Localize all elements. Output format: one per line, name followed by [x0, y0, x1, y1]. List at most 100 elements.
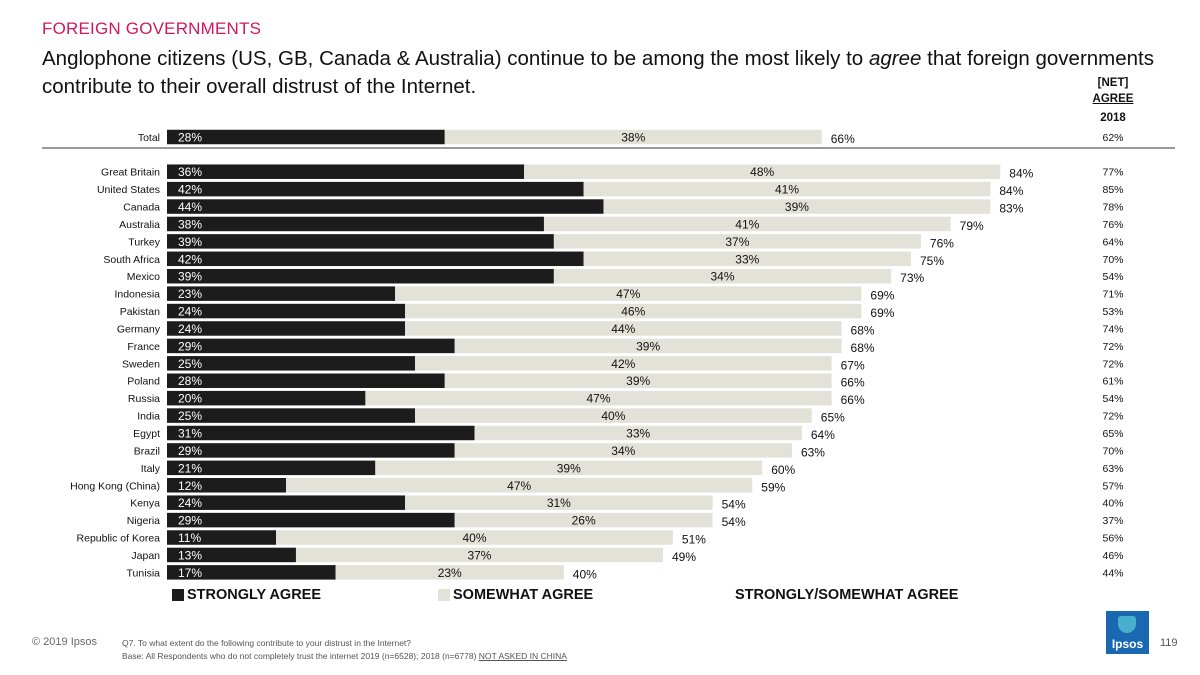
- bar-strongly-united-states: [167, 181, 584, 197]
- bar-somewhat-france: [454, 338, 842, 354]
- value-label-net-canada: 83%: [999, 202, 1023, 216]
- value-label-net-indonesia: 69%: [870, 289, 894, 303]
- net-2018-value-india: 72%: [1102, 411, 1123, 423]
- value-label-somewhat-canada: 39%: [785, 200, 809, 214]
- net-2018-value-russia: 54%: [1102, 393, 1123, 405]
- value-label-somewhat-total: 38%: [621, 131, 645, 145]
- value-label-net-turkey: 76%: [930, 236, 954, 250]
- value-label-net-brazil: 63%: [801, 445, 825, 459]
- net-2018-value-japan: 46%: [1102, 550, 1123, 562]
- value-label-strongly-mexico: 39%: [178, 270, 202, 284]
- bar-somewhat-total: [444, 129, 822, 145]
- value-label-strongly-kenya: 24%: [178, 496, 202, 510]
- net-2018-value-tunisia: 44%: [1102, 567, 1123, 579]
- net-header-line1: [NET]: [1097, 77, 1129, 89]
- value-label-net-poland: 66%: [841, 376, 865, 390]
- category-label-south-africa: South Africa: [103, 254, 160, 266]
- value-label-strongly-poland: 28%: [178, 374, 202, 388]
- category-label-total: Total: [138, 132, 160, 144]
- category-label-indonesia: Indonesia: [114, 289, 160, 301]
- net-2018-value-pakistan: 53%: [1102, 306, 1123, 318]
- value-label-strongly-south-africa: 42%: [178, 252, 202, 266]
- category-label-kenya: Kenya: [130, 498, 160, 510]
- category-label-italy: Italy: [141, 463, 161, 475]
- value-label-somewhat-kenya: 31%: [547, 496, 571, 510]
- value-label-strongly-japan: 13%: [178, 548, 202, 562]
- legend-net-label: STRONGLY/SOMEWHAT AGREE: [735, 587, 959, 603]
- value-label-strongly-france: 29%: [178, 339, 202, 353]
- bar-strongly-poland: [167, 373, 445, 388]
- value-label-net-total: 66%: [831, 132, 855, 146]
- category-label-russia: Russia: [128, 393, 160, 405]
- footnote-base-text: Base: All Respondents who do not complet…: [122, 651, 479, 661]
- net-2018-value-poland: 61%: [1102, 376, 1123, 388]
- bar-somewhat-great-britain: [524, 164, 1001, 179]
- value-label-net-mexico: 73%: [900, 271, 924, 285]
- category-label-poland: Poland: [127, 376, 160, 388]
- legend-strongly: STRONGLY AGREE: [172, 587, 321, 603]
- value-label-net-tunisia: 40%: [573, 567, 597, 581]
- category-label-france: France: [127, 341, 160, 353]
- bar-somewhat-canada: [603, 199, 991, 214]
- bar-somewhat-kenya: [405, 495, 713, 510]
- value-label-somewhat-australia: 41%: [735, 217, 759, 231]
- bar-somewhat-nigeria: [454, 512, 713, 528]
- net-2018-value-sweden: 72%: [1102, 358, 1123, 370]
- legend-somewhat-swatch: [438, 589, 450, 601]
- legend-net: STRONGLY/SOMEWHAT AGREE: [735, 587, 958, 603]
- headline: Anglophone citizens (US, GB, Canada & Au…: [42, 45, 1154, 101]
- net-2018-value-canada: 78%: [1102, 202, 1123, 214]
- value-label-somewhat-great-britain: 48%: [750, 165, 774, 179]
- bar-strongly-egypt: [167, 425, 475, 441]
- bar-strongly-russia: [167, 390, 366, 406]
- ipsos-logo-mark: [1118, 616, 1136, 633]
- category-label-canada: Canada: [123, 202, 160, 214]
- value-label-strongly-tunisia: 17%: [178, 566, 202, 580]
- bar-somewhat-mexico: [553, 268, 892, 284]
- value-label-strongly-italy: 21%: [178, 461, 202, 475]
- net-header-year: 2018: [1100, 112, 1126, 124]
- bar-somewhat-united-states: [583, 181, 991, 197]
- value-label-strongly-australia: 38%: [178, 217, 202, 231]
- legend-somewhat-label: SOMEWHAT AGREE: [453, 587, 594, 603]
- bar-somewhat-pakistan: [405, 303, 862, 319]
- bar-somewhat-sweden: [415, 356, 832, 371]
- bar-strongly-mexico: [167, 268, 554, 284]
- value-label-strongly-united-states: 42%: [178, 183, 202, 197]
- value-label-strongly-russia: 20%: [178, 392, 202, 406]
- bar-strongly-india: [167, 408, 415, 423]
- footnote: Q7. To what extent do the following cont…: [122, 637, 567, 663]
- value-label-somewhat-south-africa: 33%: [735, 252, 759, 266]
- value-label-net-republic-of-korea: 51%: [682, 533, 706, 547]
- value-label-somewhat-japan: 37%: [467, 548, 491, 562]
- net-2018-value-mexico: 54%: [1102, 271, 1123, 283]
- bar-somewhat-germany: [405, 321, 842, 336]
- value-label-somewhat-poland: 39%: [626, 374, 650, 388]
- bar-strongly-france: [167, 338, 455, 354]
- footnote-base: Base: All Respondents who do not complet…: [122, 650, 567, 663]
- legend-strongly-label: STRONGLY AGREE: [187, 587, 322, 603]
- category-label-nigeria: Nigeria: [127, 515, 160, 527]
- bar-strongly-sweden: [167, 356, 415, 371]
- net-2018-value-kenya: 40%: [1102, 498, 1123, 510]
- value-label-net-india: 65%: [821, 411, 845, 425]
- value-label-strongly-india: 25%: [178, 409, 202, 423]
- value-label-net-sweden: 67%: [841, 358, 865, 372]
- value-label-net-kenya: 54%: [722, 498, 746, 512]
- bar-somewhat-india: [415, 408, 812, 423]
- net-2018-value-indonesia: 71%: [1102, 289, 1123, 301]
- category-label-republic-of-korea: Republic of Korea: [77, 533, 161, 545]
- value-label-strongly-hong-kong-china: 12%: [178, 479, 202, 493]
- bar-somewhat-japan: [295, 547, 663, 563]
- value-label-strongly-germany: 24%: [178, 322, 202, 336]
- category-label-egypt: Egypt: [133, 428, 160, 440]
- value-label-strongly-indonesia: 23%: [178, 287, 202, 301]
- copyright: © 2019 Ipsos: [32, 636, 97, 648]
- bar-strongly-south-africa: [167, 251, 584, 267]
- bar-somewhat-republic-of-korea: [276, 530, 673, 545]
- headline-text-post: that foreign governments contribute to t…: [42, 47, 1154, 98]
- net-2018-value-italy: 63%: [1102, 463, 1123, 475]
- category-label-sweden: Sweden: [122, 358, 160, 370]
- category-label-india: India: [137, 411, 160, 423]
- net-header-line2: AGREE: [1092, 93, 1134, 105]
